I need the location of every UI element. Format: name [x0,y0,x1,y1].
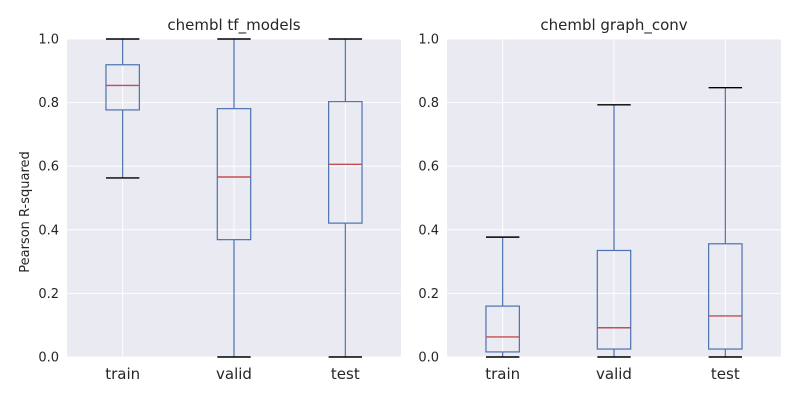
y-tick-label: 0.8 [418,96,439,111]
box-iqr [105,64,140,111]
y-tick-label: 0.2 [418,287,439,302]
box-iqr [216,108,252,241]
box-train [105,38,140,179]
x-tick-label: valid [216,365,252,383]
box-train [485,236,520,358]
chart-title: chembl tf_models [167,16,300,35]
y-tick-label: 0.0 [38,351,59,366]
y-tick-label: 0.6 [418,160,439,175]
box-iqr [328,101,363,224]
y-tick-label: 1.0 [418,33,439,48]
x-tick-label: train [105,365,140,383]
box-valid [216,38,252,358]
box-test [708,86,743,358]
y-tick-label: 0.8 [38,96,59,111]
y-tick-label: 0.6 [38,160,59,175]
box-test [328,38,363,358]
box-iqr [596,249,632,350]
chart-panel-graph-conv: 0.0 0.2 0.4 0.6 0.8 1.0 train valid test chembl g… [418,16,781,383]
y-tick-label: 1.0 [38,33,59,48]
y-axis-label: Pearson R-squared [18,151,33,273]
chart-panel-tf-models: 0.0 0.2 0.4 0.6 0.8 1.0 train valid test chembl t… [38,16,401,383]
y-tick-label: 0.2 [38,287,59,302]
y-tick-label: 0.4 [38,223,59,238]
x-tick-label: train [485,365,520,383]
chart-title: chembl graph_conv [540,16,687,35]
box-valid [596,104,632,358]
x-tick-label: test [331,365,360,383]
y-tick-label: 0.0 [418,351,439,366]
x-tick-label: test [711,365,740,383]
y-tick-label: 0.4 [418,223,439,238]
x-tick-label: valid [596,365,632,383]
box-iqr [485,305,520,353]
box-iqr [708,243,743,350]
